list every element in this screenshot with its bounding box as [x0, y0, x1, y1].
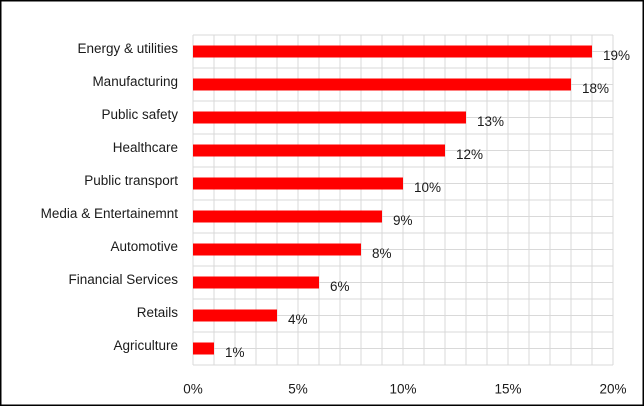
data-label: 18% [582, 81, 609, 96]
bar [193, 111, 466, 124]
bar [193, 144, 445, 157]
x-tick-label: 15% [494, 382, 521, 397]
category-label: Energy & utilities [77, 41, 178, 56]
bar [193, 342, 214, 355]
category-label: Public safety [101, 107, 178, 122]
category-label: Manufacturing [92, 74, 178, 89]
bar [193, 210, 382, 223]
x-tick-labels: 0% 5% 10% 15% 20% [183, 382, 626, 397]
category-label: Healthcare [113, 140, 178, 155]
category-label: Public transport [84, 173, 178, 188]
data-label: 8% [372, 246, 392, 261]
category-labels: Energy & utilities Manufacturing Public sa… [41, 41, 179, 353]
data-label: 10% [414, 180, 441, 195]
x-tick-label: 10% [389, 382, 416, 397]
bar [193, 78, 571, 91]
x-tick-label: 5% [288, 382, 308, 397]
data-label: 6% [330, 279, 350, 294]
category-label: Media & Entertainemnt [41, 206, 179, 221]
x-tick-label: 20% [599, 382, 626, 397]
category-label: Automotive [110, 239, 178, 254]
bar [193, 45, 592, 58]
data-label: 19% [603, 48, 630, 63]
bar-layer [193, 45, 592, 355]
data-label: 9% [393, 213, 413, 228]
x-tick-label: 0% [183, 382, 203, 397]
bar [193, 276, 319, 289]
category-label: Agriculture [113, 338, 178, 353]
bar [193, 243, 361, 256]
data-label: 13% [477, 114, 504, 129]
data-label: 4% [288, 312, 308, 327]
category-label: Financial Services [68, 272, 178, 287]
bar [193, 177, 403, 190]
category-label: Retails [137, 305, 179, 320]
bar [193, 309, 277, 322]
data-label: 12% [456, 147, 483, 162]
data-labels: 19% 18% 13% 12% 10% 9% 8% 6% 4% 1% [225, 48, 630, 360]
data-label: 1% [225, 345, 245, 360]
